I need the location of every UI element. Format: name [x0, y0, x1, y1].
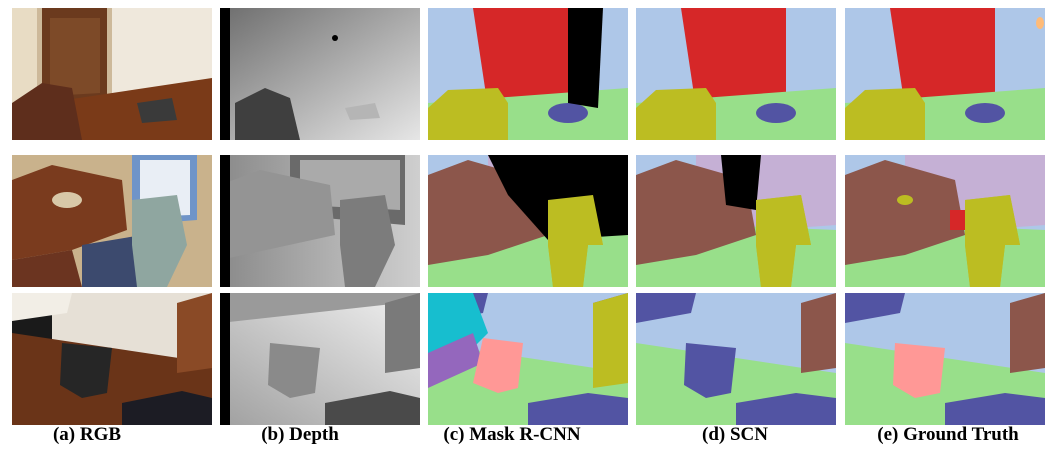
region — [965, 103, 1005, 123]
region — [1036, 17, 1044, 29]
region — [568, 8, 603, 108]
caption: (a) RGB — [53, 424, 121, 445]
image-panel — [220, 8, 420, 140]
region — [897, 195, 913, 205]
image-panel — [845, 8, 1045, 140]
region — [801, 293, 836, 373]
region — [177, 293, 212, 373]
image-panel — [845, 155, 1045, 287]
region — [756, 103, 796, 123]
figure: (a) RGB (b) Depth (c) Mask R-CNN (d) SCN… — [0, 0, 1057, 454]
region — [220, 155, 230, 287]
image-panel — [220, 155, 420, 287]
region — [548, 103, 588, 123]
image-panel — [428, 8, 628, 140]
image-panel — [12, 8, 212, 140]
region — [721, 155, 761, 210]
image-panel — [12, 293, 212, 425]
image-panel — [636, 293, 836, 425]
image-panel — [428, 293, 628, 425]
region — [1010, 293, 1045, 373]
caption: (c) Mask R-CNN — [443, 424, 580, 445]
image-panel — [845, 293, 1045, 425]
caption: (e) Ground Truth — [877, 424, 1019, 445]
region — [220, 8, 230, 140]
image-panel — [12, 155, 212, 287]
caption: (b) Depth — [261, 424, 339, 445]
image-panel — [636, 155, 836, 287]
region — [220, 293, 230, 425]
region — [332, 35, 338, 41]
region — [593, 293, 628, 388]
region — [50, 18, 100, 96]
image-panel — [636, 8, 836, 140]
image-panel — [220, 293, 420, 425]
region — [52, 192, 82, 208]
region — [385, 293, 420, 373]
image-panel — [428, 155, 628, 287]
caption: (d) SCN — [702, 424, 768, 445]
